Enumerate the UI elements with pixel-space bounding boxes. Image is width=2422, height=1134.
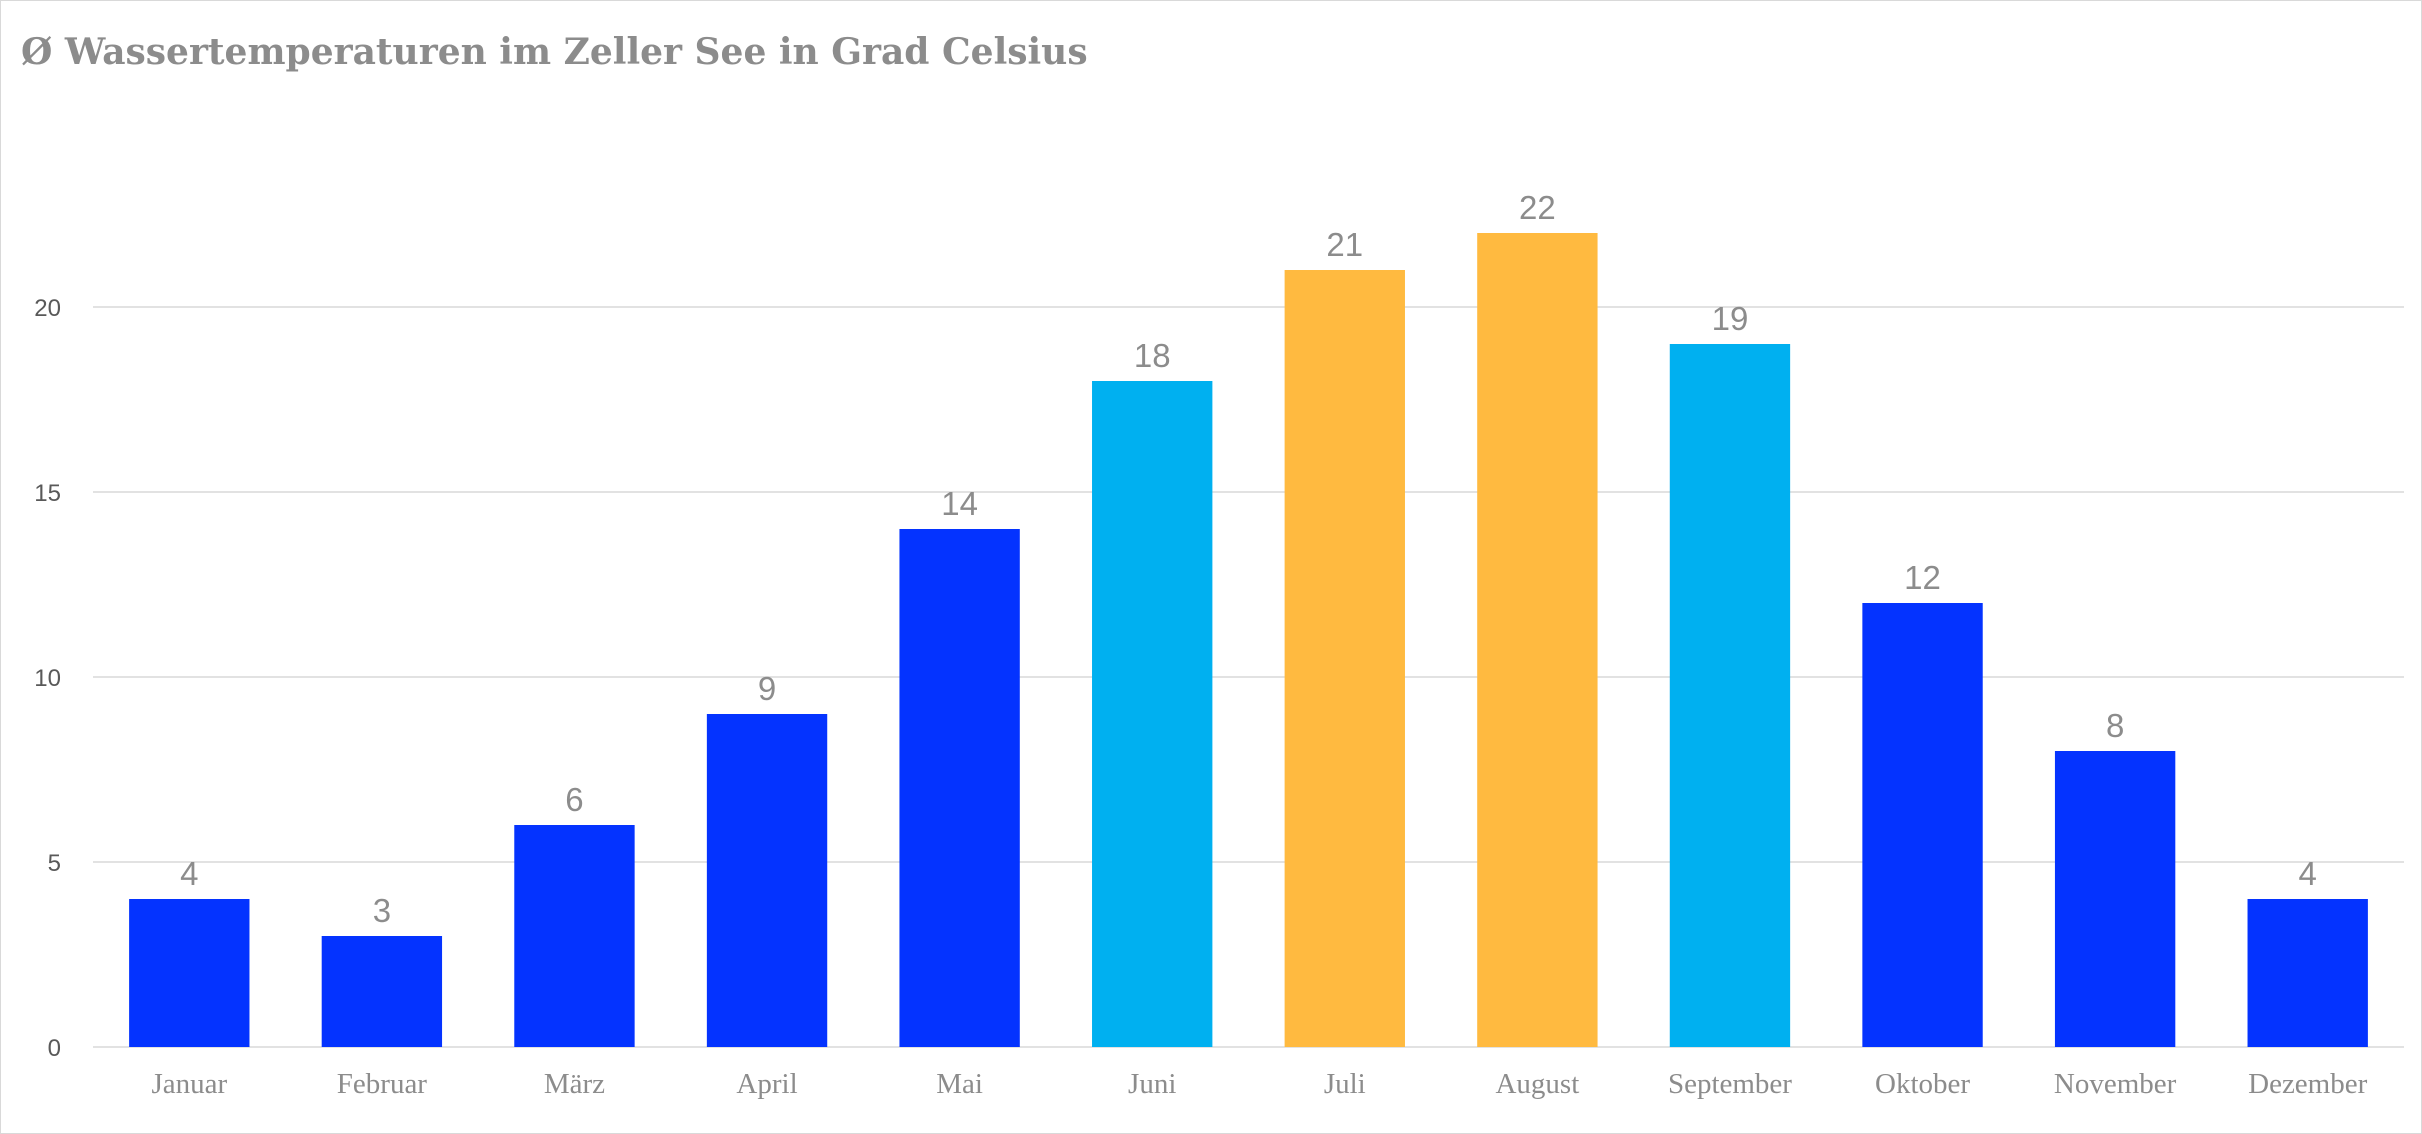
data-label: 21 — [1326, 226, 1363, 263]
bar-oktober — [1862, 603, 1983, 1047]
bar-april — [706, 714, 828, 1047]
y-tick-label: 5 — [48, 850, 61, 877]
gridlines — [93, 306, 2404, 1048]
bar-november — [2054, 751, 2176, 1047]
y-tick-label: 20 — [34, 295, 61, 322]
bar-juni — [1092, 381, 1213, 1047]
data-label: 8 — [2106, 707, 2124, 744]
x-tick-label: Januar — [151, 1068, 227, 1100]
bar-märz — [514, 825, 635, 1047]
data-label: 22 — [1519, 189, 1556, 226]
bar-september — [1669, 344, 1791, 1047]
x-tick-label: April — [736, 1068, 797, 1100]
x-tick-label: Dezember — [2248, 1068, 2367, 1100]
bars — [129, 233, 2368, 1047]
x-tick-label: Juli — [1324, 1068, 1366, 1100]
x-tick-label: Februar — [337, 1068, 428, 1100]
data-label: 18 — [1134, 337, 1171, 374]
bar-mai — [899, 529, 1020, 1047]
data-label: 14 — [941, 485, 978, 522]
data-label: 6 — [565, 781, 583, 818]
x-tick-label: September — [1668, 1068, 1792, 1100]
y-tick-label: 0 — [48, 1035, 61, 1062]
y-tick-label: 15 — [34, 480, 61, 507]
data-label: 4 — [180, 855, 198, 892]
bar-juli — [1284, 270, 1405, 1047]
bar-januar — [129, 899, 250, 1047]
bar-februar — [321, 936, 443, 1047]
x-tick-label: März — [544, 1068, 605, 1100]
x-axis: Januar Februar März April Mai Juni Juli August S… — [151, 1068, 2367, 1100]
data-label: 4 — [2299, 855, 2317, 892]
data-label: 12 — [1904, 559, 1941, 596]
data-label: 9 — [758, 670, 776, 707]
bar-dezember — [2247, 899, 2368, 1047]
data-labels: 4 3 6 9 14 18 21 22 19 12 8 4 — [180, 189, 2317, 929]
data-label: 19 — [1712, 300, 1749, 337]
x-tick-label: November — [2054, 1068, 2177, 1100]
y-tick-label: 10 — [34, 665, 61, 692]
data-label: 3 — [373, 892, 391, 929]
x-tick-label: August — [1495, 1068, 1579, 1100]
bar-august — [1477, 233, 1598, 1047]
y-axis: 0 5 10 15 20 — [34, 295, 61, 1062]
x-tick-label: Oktober — [1875, 1068, 1970, 1100]
x-tick-label: Mai — [936, 1068, 983, 1100]
x-tick-label: Juni — [1128, 1068, 1176, 1100]
chart-title: Ø Wassertemperaturen im Zeller See in Gr… — [21, 31, 1088, 73]
